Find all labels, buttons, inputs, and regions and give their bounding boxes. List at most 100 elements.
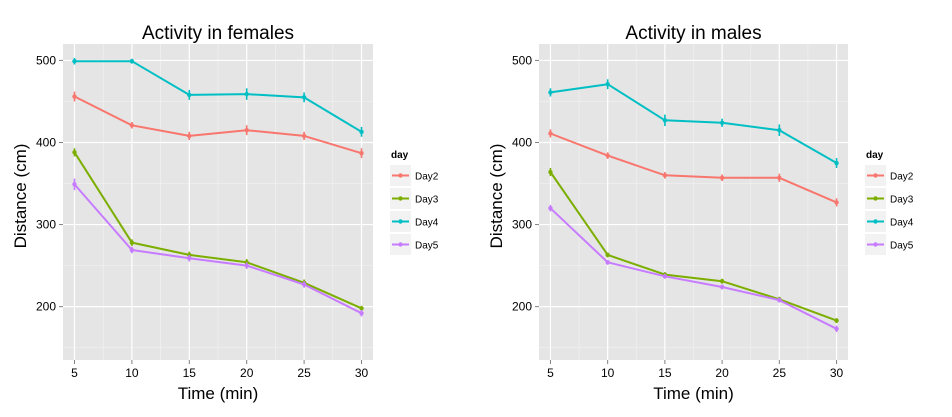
data-point xyxy=(359,150,364,156)
x-tick-label: 20 xyxy=(715,366,729,380)
y-tick-label: 500 xyxy=(36,53,56,67)
legend-key-point xyxy=(398,219,403,224)
series-line xyxy=(549,171,837,322)
data-point xyxy=(605,153,610,158)
data-point xyxy=(548,169,553,175)
data-point xyxy=(777,297,782,303)
legend-item-Day5: Day5 xyxy=(390,234,439,255)
legend-label: Day2 xyxy=(415,172,439,183)
x-tick-label: 30 xyxy=(355,366,369,380)
series-line xyxy=(550,132,837,204)
data-point xyxy=(129,59,135,64)
data-point xyxy=(72,59,77,64)
series-Day5 xyxy=(72,178,364,317)
data-point xyxy=(605,260,610,265)
x-tick-label: 15 xyxy=(183,366,197,380)
legend-label: Day5 xyxy=(415,241,439,252)
x-axis-label: Time (min) xyxy=(653,384,734,403)
legend-key-point xyxy=(873,219,878,224)
y-tick-label: 400 xyxy=(512,135,532,149)
data-point xyxy=(719,279,725,284)
legend-title: day xyxy=(866,150,884,161)
data-point xyxy=(548,205,553,211)
x-axis-label: Time (min) xyxy=(178,384,259,403)
x-tick-label: 25 xyxy=(297,366,311,380)
data-point xyxy=(719,284,725,290)
data-point xyxy=(187,92,192,98)
series-line xyxy=(73,183,362,315)
chart-title: Activity in females xyxy=(142,23,294,44)
x-tick-label: 25 xyxy=(773,366,787,380)
y-tick-label: 200 xyxy=(36,300,56,314)
x-tick-label: 5 xyxy=(71,366,78,380)
legend-key-point xyxy=(873,173,878,178)
legend-label: Day3 xyxy=(890,195,914,206)
data-point xyxy=(777,175,782,180)
series-Day4 xyxy=(548,79,839,168)
data-point xyxy=(301,95,307,100)
x-tick-label: 30 xyxy=(830,366,844,380)
data-point xyxy=(548,131,553,136)
legend-key-point xyxy=(873,242,878,247)
y-tick-label: 200 xyxy=(512,300,532,314)
y-axis-label: Distance (cm) xyxy=(11,144,30,249)
data-point xyxy=(662,274,668,279)
x-tick-label: 20 xyxy=(240,366,254,380)
chart-panel-1: 5 10 15 20 25 30 200 300 400 500 Activity in males… xyxy=(487,23,914,403)
series-line xyxy=(73,151,362,310)
chart-title: Activity in males xyxy=(625,23,761,44)
data-point xyxy=(359,129,364,135)
legend-item-Day5: Day5 xyxy=(865,234,914,255)
data-point xyxy=(662,118,668,123)
legend-item-Day2: Day2 xyxy=(865,165,914,186)
series-line xyxy=(549,207,838,330)
x-tick-label: 15 xyxy=(658,366,672,380)
data-point xyxy=(301,133,307,139)
data-point xyxy=(719,175,725,180)
legend-label: Day4 xyxy=(415,218,439,229)
y-tick-label: 400 xyxy=(36,135,56,149)
series-Day5 xyxy=(548,204,839,333)
legend-key-point xyxy=(398,196,403,201)
legend-key-point xyxy=(873,196,878,201)
data-point xyxy=(301,282,307,287)
data-point xyxy=(359,311,364,316)
series-Day2 xyxy=(72,91,364,159)
series-Day3 xyxy=(548,167,839,324)
data-point xyxy=(187,256,192,261)
legend-label: Day5 xyxy=(890,241,914,252)
data-point xyxy=(244,91,249,97)
data-point xyxy=(129,123,135,128)
legend-key-point xyxy=(398,173,403,178)
series-line xyxy=(74,95,362,155)
x-tick-label: 5 xyxy=(547,366,554,380)
data-point xyxy=(605,252,610,258)
data-point xyxy=(662,173,668,178)
x-tick-label: 10 xyxy=(125,366,139,380)
y-tick-label: 500 xyxy=(512,53,532,67)
data-point xyxy=(605,82,610,87)
data-point xyxy=(129,247,135,253)
legend-item-Day4: Day4 xyxy=(390,211,439,232)
legend-label: Day3 xyxy=(415,195,439,206)
chart-panel-0: 5 10 15 20 25 30 200 300 400 500 Activity in femal… xyxy=(11,23,439,403)
data-point xyxy=(777,127,782,133)
data-point xyxy=(834,326,839,332)
series-Day2 xyxy=(548,129,839,207)
data-point xyxy=(359,306,364,311)
legend-title: day xyxy=(391,150,409,161)
legend-item-Day3: Day3 xyxy=(865,188,914,209)
data-point xyxy=(72,182,77,187)
series-line xyxy=(550,83,838,164)
legend-label: Day2 xyxy=(890,172,914,183)
data-point xyxy=(719,120,725,125)
series-line xyxy=(74,60,363,133)
data-point xyxy=(72,94,77,99)
data-point xyxy=(834,318,839,323)
legend-item-Day2: Day2 xyxy=(390,165,439,186)
legend-item-Day3: Day3 xyxy=(390,188,439,209)
data-point xyxy=(834,160,839,166)
data-point xyxy=(129,240,135,245)
